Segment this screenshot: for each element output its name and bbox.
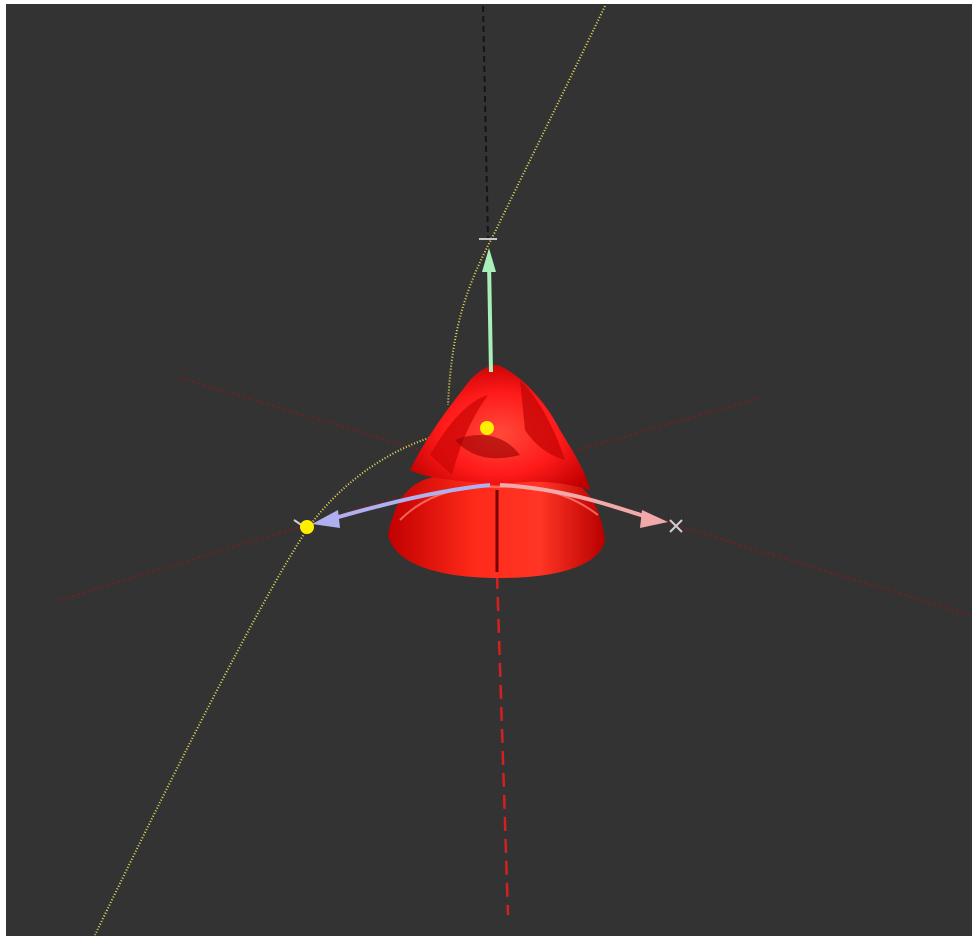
y-axis-line [334,483,491,520]
cone-rim [399,485,599,521]
parametric-curve-lower [94,427,489,936]
z-axis-extension-bottom [495,574,510,916]
y-axis-arrowhead [312,510,340,528]
cone-fold-left [430,395,488,475]
point-on-curve[interactable] [300,520,314,534]
x-axis-arrowhead [640,510,668,528]
z-axis-extension-top [482,5,489,241]
point-on-cone[interactable] [480,421,494,435]
x-axis-tick-b [669,519,683,533]
parametric-curve [447,5,606,406]
x-axis-line [499,483,651,520]
z-axis-arrowhead [482,248,496,272]
z-axis-line [487,261,493,373]
x-axis-extension-left [59,489,421,601]
cone-inner-fold [455,435,520,459]
cone-fold-right [520,380,565,460]
y-axis-extension-back-right [559,397,761,456]
